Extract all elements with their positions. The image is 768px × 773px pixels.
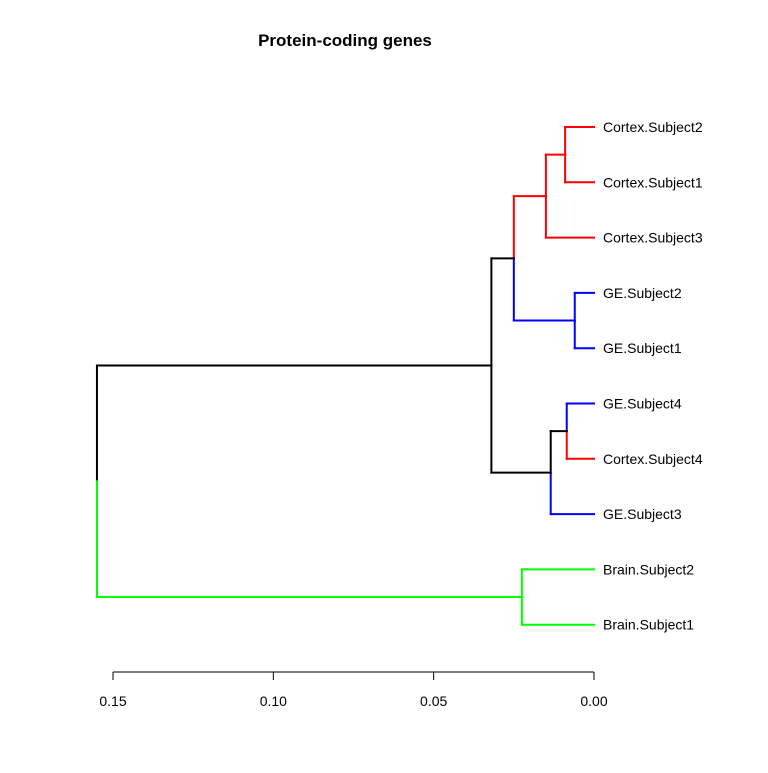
x-tick-label-0: 0.15: [99, 693, 126, 709]
leaf-label-6: Cortex.Subject4: [603, 451, 703, 467]
leaf-label-1: Cortex.Subject1: [603, 174, 703, 190]
leaf-label-3: GE.Subject2: [603, 285, 682, 301]
leaf-labels: Cortex.Subject2 Cortex.Subject1 Cortex.Sub…: [603, 119, 703, 633]
leaf-label-9: Brain.Subject1: [603, 617, 694, 633]
x-tick-label-3: 0.00: [580, 693, 607, 709]
leaf-label-8: Brain.Subject2: [603, 561, 694, 577]
leaf-label-4: GE.Subject1: [603, 340, 682, 356]
leaf-label-7: GE.Subject3: [603, 506, 682, 522]
leaf-label-5: GE.Subject4: [603, 396, 682, 412]
x-axis: 0.15 0.10 0.05 0.00: [99, 671, 608, 709]
x-tick-label-1: 0.10: [260, 693, 287, 709]
x-tick-label-2: 0.05: [420, 693, 447, 709]
leaf-label-2: Cortex.Subject3: [603, 230, 703, 246]
leaf-label-0: Cortex.Subject2: [603, 119, 703, 135]
dendrogram-branches: [95, 126, 595, 626]
chart-title: Protein-coding genes: [258, 31, 432, 50]
